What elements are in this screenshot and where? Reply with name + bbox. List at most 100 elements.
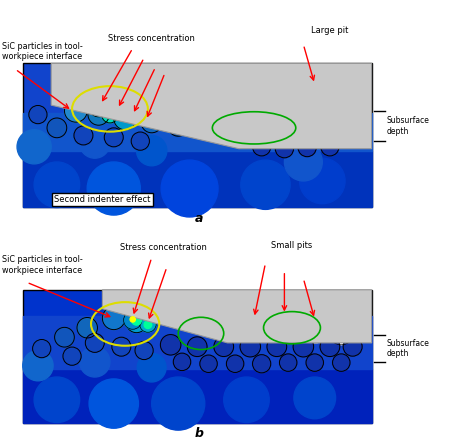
- Circle shape: [23, 350, 53, 381]
- Circle shape: [244, 118, 249, 124]
- Circle shape: [134, 100, 155, 121]
- Text: Stress concentration: Stress concentration: [119, 243, 207, 252]
- Circle shape: [132, 315, 141, 325]
- Circle shape: [118, 108, 124, 114]
- Circle shape: [88, 104, 109, 125]
- Bar: [23, 290, 372, 422]
- Circle shape: [126, 311, 147, 333]
- Circle shape: [17, 130, 51, 164]
- Circle shape: [34, 162, 80, 207]
- Circle shape: [168, 116, 189, 136]
- Circle shape: [101, 106, 118, 123]
- Circle shape: [141, 112, 162, 133]
- Circle shape: [107, 96, 128, 118]
- Circle shape: [195, 120, 215, 140]
- Circle shape: [124, 311, 142, 329]
- Circle shape: [135, 341, 153, 360]
- Circle shape: [241, 160, 290, 209]
- Circle shape: [144, 321, 152, 328]
- Circle shape: [228, 123, 235, 129]
- Circle shape: [267, 337, 287, 357]
- Bar: [23, 151, 372, 207]
- Circle shape: [253, 355, 271, 373]
- Circle shape: [293, 336, 314, 357]
- Circle shape: [333, 354, 350, 371]
- Circle shape: [63, 347, 81, 365]
- Circle shape: [205, 123, 212, 131]
- Circle shape: [102, 307, 125, 330]
- Circle shape: [55, 327, 74, 347]
- Circle shape: [124, 108, 134, 118]
- Circle shape: [275, 140, 293, 158]
- Circle shape: [300, 158, 345, 204]
- Circle shape: [99, 102, 106, 108]
- Text: a: a: [195, 211, 203, 224]
- Circle shape: [114, 107, 137, 130]
- Circle shape: [240, 121, 261, 142]
- Circle shape: [89, 379, 138, 428]
- Circle shape: [139, 315, 156, 332]
- Circle shape: [47, 118, 67, 138]
- Circle shape: [321, 138, 339, 156]
- Circle shape: [64, 99, 87, 122]
- Bar: [23, 64, 372, 207]
- Text: SiC particles in tool-
workpiece interface: SiC particles in tool- workpiece interfa…: [2, 42, 82, 61]
- Text: Stress concentration: Stress concentration: [108, 34, 195, 43]
- Circle shape: [238, 310, 270, 342]
- Text: SiC particles in tool-
workpiece interface: SiC particles in tool- workpiece interfa…: [2, 255, 82, 275]
- Circle shape: [306, 319, 323, 336]
- Circle shape: [263, 123, 283, 144]
- Circle shape: [251, 123, 257, 129]
- Circle shape: [111, 101, 131, 121]
- Bar: [23, 113, 372, 151]
- Circle shape: [240, 336, 261, 357]
- Circle shape: [89, 97, 109, 117]
- Circle shape: [246, 317, 263, 335]
- Circle shape: [85, 333, 104, 353]
- Circle shape: [328, 318, 355, 345]
- Circle shape: [218, 123, 237, 142]
- Circle shape: [135, 105, 153, 124]
- Text: Small pits: Small pits: [271, 241, 313, 250]
- Circle shape: [160, 335, 181, 355]
- Circle shape: [227, 355, 244, 372]
- Circle shape: [320, 337, 340, 357]
- Circle shape: [253, 138, 271, 156]
- Circle shape: [132, 114, 141, 123]
- Text: b: b: [195, 426, 203, 439]
- Circle shape: [275, 313, 294, 332]
- Circle shape: [112, 337, 131, 356]
- Circle shape: [161, 160, 218, 217]
- Polygon shape: [102, 290, 372, 343]
- Circle shape: [137, 353, 166, 382]
- Circle shape: [130, 317, 136, 322]
- Circle shape: [29, 105, 47, 124]
- Circle shape: [267, 305, 301, 339]
- Circle shape: [81, 93, 101, 114]
- Circle shape: [104, 128, 123, 147]
- Circle shape: [217, 119, 223, 125]
- Circle shape: [34, 377, 80, 422]
- Circle shape: [343, 337, 362, 356]
- Circle shape: [331, 122, 351, 142]
- Text: Large pit: Large pit: [311, 26, 348, 35]
- Circle shape: [298, 138, 316, 157]
- Circle shape: [137, 135, 167, 166]
- Circle shape: [306, 354, 323, 371]
- Circle shape: [152, 377, 205, 430]
- Circle shape: [308, 119, 329, 140]
- Bar: [23, 316, 372, 370]
- Circle shape: [187, 337, 207, 357]
- Circle shape: [80, 128, 110, 158]
- Circle shape: [200, 355, 217, 372]
- Circle shape: [285, 121, 306, 142]
- Circle shape: [77, 318, 98, 338]
- Circle shape: [297, 66, 333, 103]
- Circle shape: [284, 143, 322, 181]
- Polygon shape: [51, 64, 372, 149]
- Text: Subsurface
depth: Subsurface depth: [387, 339, 429, 358]
- Circle shape: [74, 126, 93, 145]
- Bar: [23, 370, 372, 422]
- Circle shape: [224, 377, 269, 422]
- Circle shape: [33, 340, 51, 358]
